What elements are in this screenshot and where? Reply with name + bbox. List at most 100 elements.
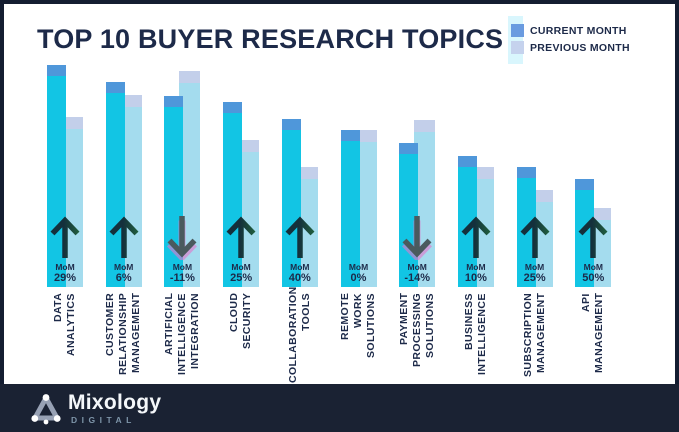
current-month-bar bbox=[164, 96, 184, 287]
mom-label: MoM bbox=[172, 262, 193, 272]
mom-percentage: 40% bbox=[288, 272, 311, 284]
category-label-line: PAYMENT bbox=[397, 293, 410, 346]
mom-label: MoM bbox=[407, 262, 427, 272]
current-bar-cap bbox=[223, 102, 243, 113]
previous-month-bar bbox=[355, 130, 377, 287]
mom-label: MoM bbox=[114, 262, 134, 272]
chart-group: MoM 29% DATA ANALYTICS bbox=[47, 0, 83, 432]
mom-label: MoM bbox=[524, 262, 545, 272]
current-bar-cap bbox=[105, 82, 125, 93]
mom-up-arrow-icon bbox=[285, 216, 315, 258]
previous-bar-cap bbox=[414, 120, 436, 132]
mom-percentage: 25% bbox=[230, 272, 253, 284]
current-bar-cap bbox=[340, 130, 360, 141]
mom-label: MoM bbox=[583, 262, 603, 272]
chart-group: MoM 10% BUSINESS INTELLIGENCE bbox=[457, 0, 494, 432]
category-label-line: MANAGEMENT bbox=[534, 293, 547, 374]
legend-label-current: CURRENT MONTH bbox=[530, 24, 627, 37]
mom-label: MoM bbox=[55, 262, 75, 272]
category-label-line: INTELLIGENCE bbox=[175, 293, 188, 375]
chart-group: MoM 50% API MANAGEMENT bbox=[575, 0, 612, 432]
chart-group: MoM 25% CLOUD SECURITY bbox=[223, 0, 260, 432]
previous-month-swatch-icon bbox=[511, 41, 524, 54]
footer-bar: Mixology DIGITAL bbox=[0, 384, 679, 432]
previous-bar-cap bbox=[590, 208, 612, 220]
mom-up-arrow-icon bbox=[461, 216, 491, 258]
category-label-line: API bbox=[580, 293, 593, 312]
previous-bar-cap bbox=[179, 71, 201, 83]
mom-label: MoM bbox=[290, 262, 310, 272]
category-label: SUBSCRIPTION MANAGEMENT bbox=[522, 293, 548, 383]
brand-subtitle: DIGITAL bbox=[71, 415, 136, 425]
current-bar-cap bbox=[164, 96, 184, 107]
previous-bar-cap bbox=[238, 140, 260, 152]
legend-item-current-month: CURRENT MONTH bbox=[511, 24, 627, 37]
legend-label-previous: PREVIOUS MONTH bbox=[530, 41, 630, 54]
mom-label: MoM bbox=[348, 262, 369, 272]
category-label-line: ANALYTICS bbox=[65, 293, 77, 356]
current-bar-cap bbox=[575, 179, 595, 190]
previous-bar-cap bbox=[531, 190, 553, 202]
current-bar-cap bbox=[516, 167, 536, 178]
legend-item-previous-month: PREVIOUS MONTH bbox=[511, 41, 630, 54]
category-label-line: TOOLS bbox=[299, 293, 312, 331]
previous-bar-cap bbox=[355, 130, 377, 142]
previous-bar-cap bbox=[120, 95, 142, 107]
mom-percentage: 25% bbox=[523, 272, 546, 284]
chart-group: MoM 0% REMOTE WORK SOLUTIONS bbox=[339, 0, 377, 432]
previous-bar-cap bbox=[62, 117, 83, 129]
category-label-line: CUSTOMER bbox=[104, 293, 117, 357]
mom-up-arrow-icon bbox=[109, 216, 139, 258]
previous-bar-cap bbox=[472, 167, 494, 179]
mixology-logo-icon bbox=[31, 394, 61, 425]
category-label-line: SUBSCRIPTION bbox=[521, 293, 534, 378]
current-bar-cap bbox=[47, 65, 66, 76]
mom-percentage: -11% bbox=[169, 272, 195, 284]
previous-bar-cap bbox=[296, 167, 318, 179]
mom-up-arrow-icon bbox=[578, 216, 608, 258]
chart-group: MoM 40% COLLABORATION TOOLS bbox=[281, 0, 318, 432]
category-label: API MANAGEMENT bbox=[580, 293, 606, 383]
current-month-bar bbox=[340, 130, 360, 287]
current-month-bar bbox=[281, 119, 301, 287]
category-label: BUSINESS INTELLIGENCE bbox=[463, 293, 489, 383]
chart-group: MoM 6% CUSTOMER RELATIONSHIP MANAGEMENT bbox=[104, 0, 142, 432]
category-label-line: WORK bbox=[352, 293, 364, 328]
mom-percentage: 29% bbox=[53, 272, 77, 284]
current-bar-cap bbox=[457, 156, 477, 167]
category-label: CLOUD SECURITY bbox=[228, 293, 254, 383]
category-label: COLLABORATION TOOLS bbox=[286, 286, 313, 383]
category-label-line: MANAGEMENT bbox=[593, 293, 606, 374]
chart-group: MoM -11% ARTIFICIAL INTELLIGENCE INTEGRATI… bbox=[163, 0, 201, 432]
brand-name: Mixology bbox=[68, 391, 162, 414]
mom-label: MoM bbox=[466, 262, 486, 272]
chart-group: MoM 25% SUBSCRIPTION MANAGEMENT bbox=[516, 0, 553, 432]
mom-down-arrow-icon bbox=[402, 216, 433, 260]
category-label-line: REMOTE bbox=[339, 293, 351, 341]
category-label-line: CLOUD bbox=[228, 293, 241, 333]
mom-up-arrow-icon bbox=[520, 216, 550, 258]
mom-percentage: 6% bbox=[115, 272, 132, 284]
category-label-line: COLLABORATION bbox=[286, 286, 299, 383]
mom-percentage: -14% bbox=[404, 272, 431, 284]
mom-percentage: 50% bbox=[582, 272, 605, 284]
previous-month-bar bbox=[531, 190, 553, 287]
current-month-bar bbox=[223, 102, 243, 287]
category-label-line: SECURITY bbox=[241, 293, 254, 350]
mom-label: MoM bbox=[231, 262, 251, 272]
category-label-line: RELATIONSHIP bbox=[117, 293, 130, 376]
current-month-bar bbox=[105, 82, 125, 287]
mom-down-arrow-icon bbox=[167, 216, 198, 260]
mom-percentage: 10% bbox=[464, 272, 487, 284]
category-label: DATA ANALYTICS bbox=[52, 293, 78, 383]
current-bar-cap bbox=[281, 119, 301, 130]
category-label-line: BUSINESS bbox=[462, 293, 475, 350]
category-label-line: DATA bbox=[52, 293, 64, 323]
current-bar-cap bbox=[399, 143, 419, 154]
chart-group: MoM -14% PAYMENT PROCESSING SOLUTIONS bbox=[397, 0, 436, 432]
mom-up-arrow-icon bbox=[226, 216, 256, 258]
category-label-line: INTELLIGENCE bbox=[475, 293, 488, 375]
mom-up-arrow-icon bbox=[50, 216, 80, 258]
category-label-line: PROCESSING bbox=[410, 293, 423, 368]
